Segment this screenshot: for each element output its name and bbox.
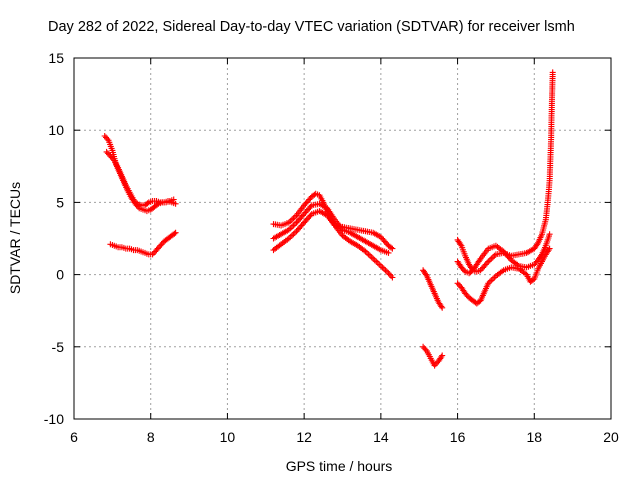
data-point (144, 200, 151, 207)
y-axis-label: SDTVAR / TECUs (7, 182, 23, 294)
data-point (385, 249, 392, 256)
points-layer (101, 69, 556, 369)
data-point (389, 274, 396, 281)
data-point (301, 219, 308, 226)
series-arc-2-lower (270, 208, 396, 281)
data-point (389, 245, 396, 252)
data-point (439, 304, 446, 311)
data-point (154, 245, 161, 252)
data-point (296, 216, 302, 223)
data-point (157, 242, 164, 249)
x-tick-label: 8 (147, 429, 155, 445)
data-point (303, 199, 310, 206)
data-point (133, 199, 139, 206)
series-arc-2-mid (270, 200, 392, 256)
series-arc-4-upper (454, 69, 556, 275)
data-point (131, 198, 138, 204)
data-point (432, 361, 439, 368)
data-point (307, 203, 314, 210)
plot-frame (73, 57, 612, 420)
data-point (303, 216, 310, 223)
data-point (103, 148, 110, 155)
tick-label-layer: 6 8 10 12 14 16 18 20 -10 -5 0 5 10 15 (44, 50, 619, 445)
data-point (422, 271, 429, 278)
data-point (457, 241, 464, 248)
data-point (302, 209, 309, 216)
data-point (438, 303, 445, 310)
y-tick-label: -5 (52, 339, 65, 355)
data-point (110, 156, 116, 163)
series-arc-3-upper (420, 267, 446, 311)
x-axis-label: GPS time / hours (286, 458, 393, 474)
data-point (385, 270, 392, 277)
data-point (438, 353, 445, 360)
data-point (290, 222, 297, 229)
data-point (546, 231, 553, 238)
data-point (172, 229, 179, 236)
data-point (549, 69, 556, 76)
data-point (107, 153, 114, 160)
data-point (150, 249, 157, 256)
data-point (379, 264, 386, 271)
tick-layer (73, 57, 612, 420)
data-point (386, 271, 393, 278)
y-tick-label: 15 (48, 50, 64, 66)
series-arc-4-mid (454, 231, 553, 277)
data-point (505, 254, 512, 261)
series-arc-4-lower (454, 245, 553, 307)
y-tick-label: 5 (56, 194, 64, 210)
x-tick-label: 10 (220, 429, 236, 445)
y-tick-label: -10 (44, 411, 64, 427)
x-tick-label: 18 (526, 429, 542, 445)
data-point (379, 235, 386, 242)
data-point (302, 200, 309, 207)
x-tick-label: 20 (603, 429, 619, 445)
data-point (546, 245, 553, 252)
chart-title: Day 282 of 2022, Sidereal Day-to-day VTE… (48, 19, 575, 35)
x-tick-label: 16 (450, 429, 466, 445)
y-tick-label: 10 (48, 122, 64, 138)
data-point (486, 257, 493, 264)
data-point (439, 352, 446, 359)
data-point (500, 248, 507, 255)
data-point (172, 200, 179, 207)
data-point (370, 255, 377, 262)
data-point (388, 244, 395, 251)
data-point (422, 346, 429, 353)
x-tick-label: 14 (373, 429, 389, 445)
series-arc-1-mid (103, 148, 179, 209)
y-tick-label: 0 (56, 267, 64, 283)
data-point (104, 135, 111, 142)
series-arc-2-upper (270, 190, 396, 252)
data-point (481, 262, 488, 269)
data-point (171, 230, 178, 237)
data-point (461, 267, 467, 274)
data-point (154, 201, 161, 208)
x-tick-label: 12 (296, 429, 312, 445)
data-point (290, 231, 297, 238)
data-point (290, 215, 297, 222)
series-arc-3-lower (420, 343, 446, 369)
data-point (384, 268, 390, 275)
data-point (484, 260, 490, 266)
series-arc-1-lower (107, 229, 179, 258)
x-tick-label: 6 (70, 429, 78, 445)
data-point (458, 264, 465, 271)
data-point (374, 260, 381, 266)
data-point (297, 223, 304, 230)
data-point (462, 290, 469, 297)
data-point (307, 212, 314, 219)
